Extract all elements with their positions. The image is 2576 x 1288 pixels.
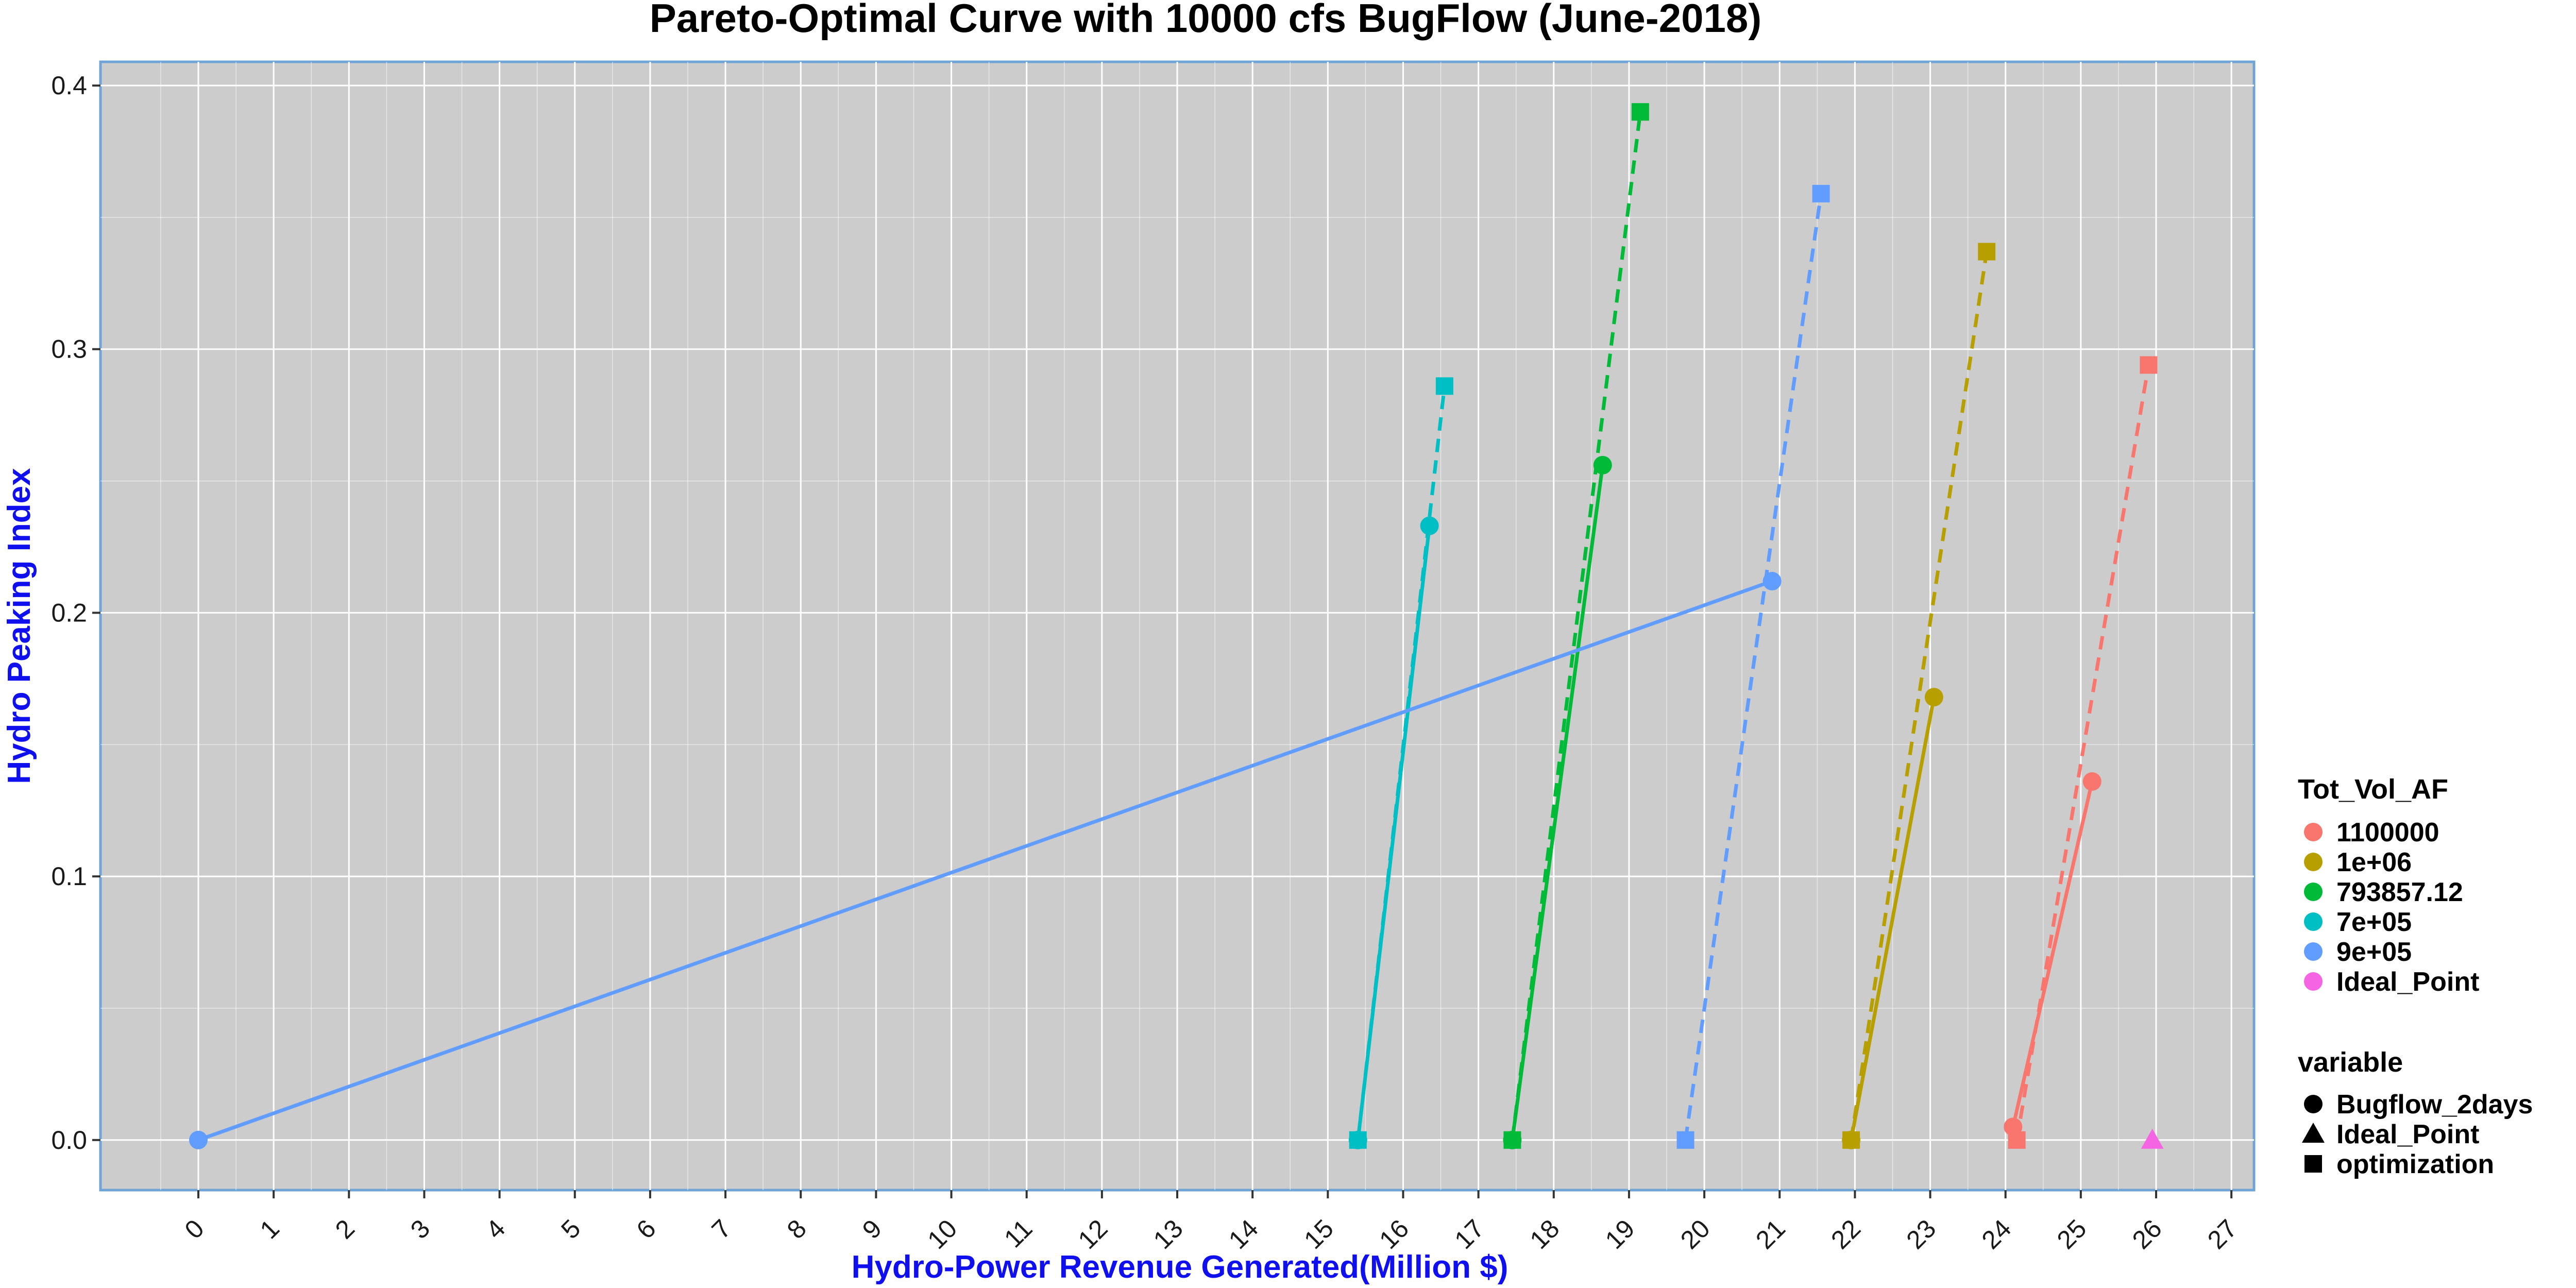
chart-title: Pareto-Optimal Curve with 10000 cfs BugF…: [650, 0, 1762, 41]
legend-color-swatch: [2304, 912, 2323, 931]
x-tick-label: 15: [1298, 1214, 1339, 1255]
legend-color-swatch: [2304, 942, 2323, 961]
x-tick-label: 10: [922, 1214, 962, 1255]
x-tick-label: 14: [1223, 1214, 1264, 1255]
bugflow-line: [1356, 526, 1432, 1141]
optimization-point: [1978, 243, 1996, 261]
bugflow-line: [1510, 465, 1605, 1141]
bugflow-point: [1593, 455, 1612, 474]
legend-shape-label: optimization: [2336, 1149, 2494, 1179]
x-tick-label: 6: [631, 1214, 661, 1244]
bugflow-point: [1842, 1130, 1861, 1149]
series-lines: [197, 111, 2150, 1142]
x-tick-label: 8: [782, 1214, 812, 1244]
x-tick-label: 7: [706, 1214, 737, 1244]
legend-color-swatch: [2304, 883, 2323, 901]
bugflow-point: [1420, 516, 1439, 535]
optimization-point: [1631, 103, 1649, 121]
optimization-line: [1684, 193, 1823, 1141]
bugflow-point: [1348, 1130, 1367, 1149]
optimization-point: [1435, 377, 1453, 395]
x-tick-label: 25: [2052, 1214, 2092, 1255]
legend-color-label: 793857.12: [2336, 877, 2463, 907]
y-axis-title: Hydro Peaking Index: [2, 468, 37, 784]
x-tick-label: 4: [480, 1214, 511, 1244]
legend-shape-swatch: [2302, 1123, 2325, 1143]
x-tick-label: 5: [555, 1214, 586, 1244]
y-tick-label: 0.3: [51, 335, 87, 364]
bugflow-line: [2011, 781, 2094, 1127]
legend-color-label: 9e+05: [2336, 937, 2412, 967]
x-tick-label: 2: [330, 1214, 360, 1244]
x-tick-label: 26: [2127, 1214, 2167, 1255]
x-tick-label: 11: [998, 1214, 1038, 1253]
bugflow-point: [1762, 572, 1782, 591]
bugflow-point: [189, 1130, 208, 1149]
legend-color-swatch: [2304, 972, 2323, 991]
optimization-point: [1676, 1131, 1694, 1149]
x-tick-label: 19: [1600, 1214, 1640, 1255]
bugflow-line: [197, 579, 1773, 1142]
y-tick-label: 0.4: [51, 71, 87, 100]
bugflow-point: [2004, 1117, 2023, 1137]
x-tick-label: 13: [1148, 1214, 1189, 1255]
optimization-point: [1812, 184, 1830, 202]
y-axis: 0.0 0.1 0.2 0.3 0.4: [51, 71, 100, 1155]
x-tick-label: 0: [179, 1214, 210, 1244]
x-axis: 0 1 2 3 4 5 6 7 8 9 10 11 12 13 14 15 16 17 18 19 20 21 22 23 24…: [179, 1190, 2243, 1255]
x-tick-label: 18: [1524, 1214, 1565, 1255]
grid: [100, 62, 2254, 1190]
x-tick-label: 3: [405, 1214, 435, 1244]
x-tick-label: 23: [1901, 1214, 1941, 1255]
legend-color-label: 1100000: [2336, 818, 2439, 848]
x-tick-label: 21: [1750, 1214, 1791, 1255]
optimization-point: [2140, 356, 2158, 374]
ideal-point: [2141, 1128, 2164, 1149]
legend-color-label: 7e+05: [2336, 907, 2412, 937]
bugflow-point: [1503, 1130, 1522, 1149]
legend-color-swatch: [2304, 823, 2323, 841]
series-points: [189, 103, 2164, 1149]
legend-color-items: 11000001e+06793857.127e+059e+05Ideal_Poi…: [2304, 818, 2479, 997]
bugflow-point: [1924, 688, 1943, 707]
x-tick-label: 16: [1374, 1214, 1414, 1255]
plot-area: [99, 60, 2256, 1192]
optimization-line: [1849, 251, 1989, 1141]
legend-shape-title: variable: [2298, 1047, 2403, 1078]
x-axis-title: Hydro-Power Revenue Generated(Million $): [852, 1249, 1509, 1285]
x-tick-label: 27: [2202, 1214, 2243, 1255]
x-tick-label: 12: [1073, 1214, 1113, 1255]
y-tick-label: 0.2: [51, 598, 87, 627]
legend-color-label: Ideal_Point: [2336, 967, 2479, 997]
legend-shape-swatch: [2304, 1095, 2323, 1113]
bugflow-point: [2082, 772, 2102, 791]
x-tick-label: 1: [255, 1214, 285, 1244]
legend: Tot_Vol_AF 11000001e+06793857.127e+059e+…: [2298, 774, 2533, 1179]
bugflow-line: [1849, 697, 1936, 1141]
legend-shape-label: Ideal_Point: [2336, 1120, 2479, 1149]
legend-shape-swatch: [2304, 1155, 2322, 1173]
y-tick-label: 0.0: [51, 1126, 87, 1155]
legend-color-label: 1e+06: [2336, 848, 2412, 877]
x-tick-label: 22: [1825, 1214, 1866, 1255]
legend-color-swatch: [2304, 853, 2323, 871]
x-tick-label: 9: [857, 1214, 887, 1244]
y-tick-label: 0.1: [51, 862, 87, 891]
x-tick-label: 20: [1675, 1214, 1716, 1255]
legend-shape-label: Bugflow_2days: [2336, 1090, 2533, 1120]
x-tick-label: 24: [1976, 1214, 2017, 1255]
x-tick-label: 17: [1449, 1214, 1489, 1255]
legend-color-title: Tot_Vol_AF: [2298, 774, 2448, 805]
